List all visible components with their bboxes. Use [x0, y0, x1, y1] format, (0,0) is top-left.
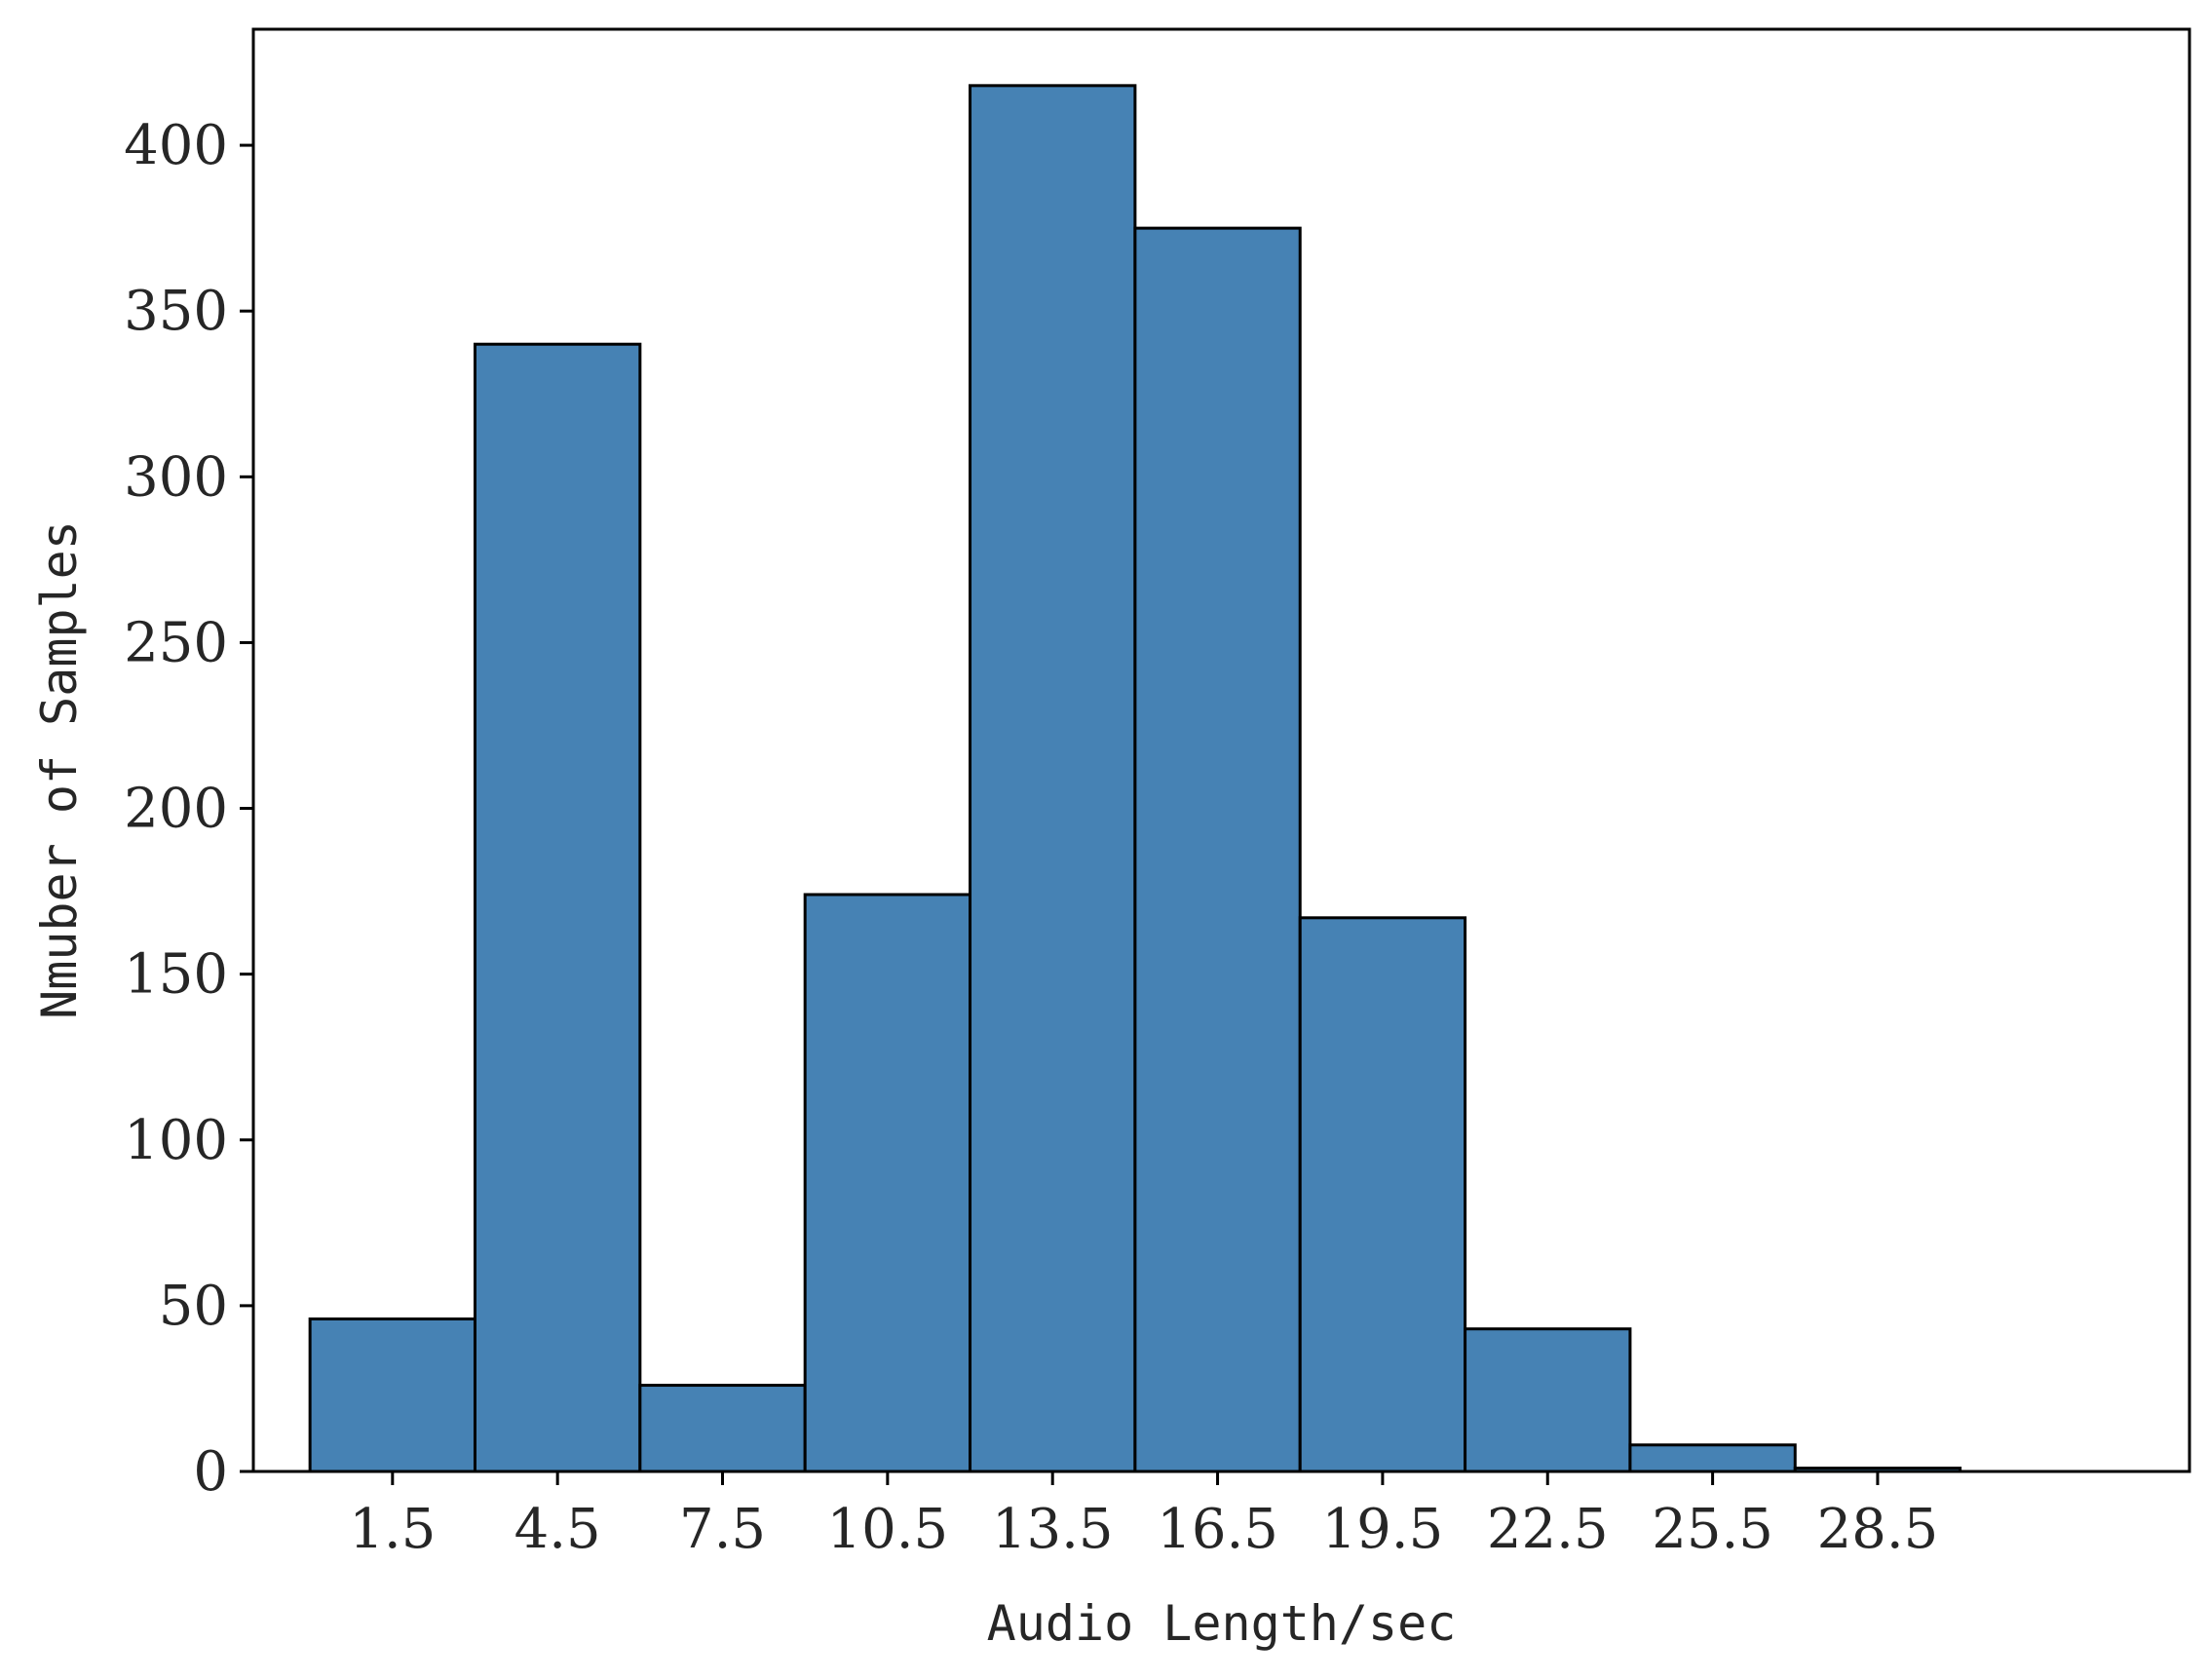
bar-1.5 — [308, 1317, 476, 1473]
y-tick-label: 200 — [124, 778, 228, 841]
bar-16.5 — [1133, 226, 1302, 1473]
bar-25.5 — [1628, 1443, 1797, 1473]
x-tick-label: 7.5 — [679, 1498, 766, 1561]
y-tick-label: 300 — [124, 445, 228, 509]
x-tick-label: 19.5 — [1322, 1498, 1444, 1561]
y-axis-ticks: 0 50 100 150 200 250 300 350 400 — [124, 114, 253, 1504]
x-tick-label: 10.5 — [827, 1498, 949, 1561]
x-axis-label: Audio Length/sec — [987, 1595, 1457, 1652]
bar-7.5 — [638, 1384, 807, 1473]
x-tick-label: 1.5 — [349, 1498, 436, 1561]
y-tick-label: 350 — [124, 280, 228, 343]
y-axis-label: Nmuber of Samples — [31, 520, 88, 1019]
x-tick-label: 28.5 — [1817, 1498, 1939, 1561]
bar-13.5 — [969, 84, 1137, 1473]
bar-10.5 — [803, 893, 972, 1473]
x-axis-ticks: 1.5 4.5 7.5 10.5 13.5 16.5 19.5 22.5 25.5 28.5 — [349, 1471, 1938, 1561]
plot-frame — [251, 27, 2191, 1473]
bar-19.5 — [1298, 916, 1467, 1473]
y-tick-label: 50 — [159, 1275, 228, 1338]
bars-group — [308, 84, 1962, 1473]
y-tick-label: 400 — [124, 114, 228, 177]
bar-22.5 — [1464, 1327, 1632, 1473]
x-tick-label: 13.5 — [992, 1498, 1114, 1561]
y-tick-label: 250 — [124, 611, 228, 674]
y-tick-label: 100 — [124, 1109, 228, 1172]
x-tick-label: 4.5 — [514, 1498, 601, 1561]
y-tick-label: 150 — [124, 943, 228, 1007]
x-tick-label: 16.5 — [1157, 1498, 1278, 1561]
x-tick-label: 25.5 — [1652, 1498, 1773, 1561]
x-tick-label: 22.5 — [1487, 1498, 1609, 1561]
bar-4.5 — [473, 342, 642, 1473]
y-tick-label: 0 — [193, 1440, 228, 1504]
